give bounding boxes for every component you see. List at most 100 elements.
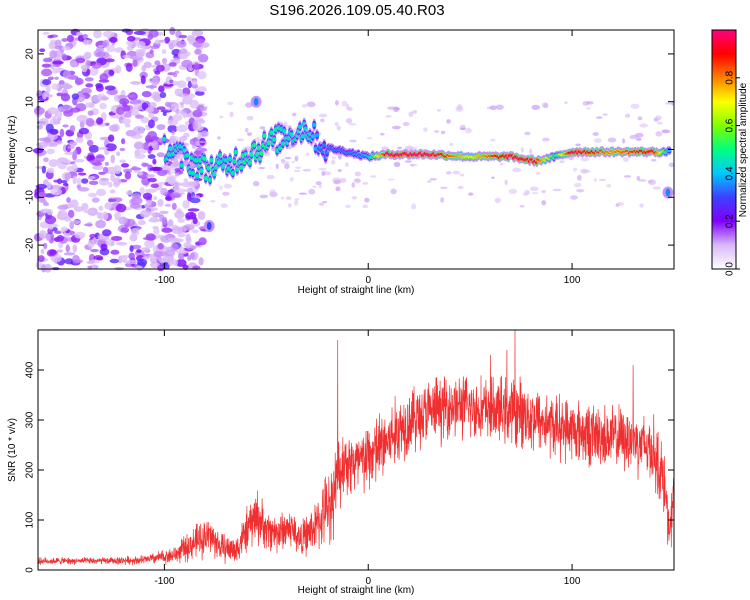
- spectrogram-ridge-mark: [297, 124, 302, 129]
- spectrogram-noise-mark: [65, 244, 70, 253]
- spectrogram-ridge-mark: [190, 171, 195, 175]
- spectrogram-noise-mark: [99, 73, 109, 82]
- spectrogram-noise-mark: [57, 204, 69, 210]
- spectrogram-noise-mark: [38, 118, 49, 126]
- spectrogram-halo-mark: [392, 125, 401, 130]
- spectrogram-halo-mark: [519, 204, 525, 208]
- spectrogram-noise-mark: [33, 106, 45, 115]
- spectrogram-noise-mark: [70, 60, 78, 68]
- spectrogram-noise-mark: [44, 215, 57, 225]
- spectrogram-noise-mark: [88, 144, 99, 153]
- spectrogram-noise-mark: [62, 104, 70, 110]
- spectrogram-halo-mark: [635, 137, 642, 141]
- spectrogram-halo-mark: [387, 178, 395, 181]
- spectrogram-halo-mark: [280, 196, 285, 200]
- spectrogram-halo-mark: [345, 118, 353, 124]
- spectrogram-halo-mark: [183, 132, 190, 138]
- spectrogram-halo-mark: [223, 183, 233, 189]
- spectrogram-noise-mark: [134, 114, 145, 119]
- spectrogram-noise-mark: [84, 223, 93, 227]
- spectrogram-halo-mark: [244, 127, 249, 133]
- spectrogram-noise-mark: [183, 178, 189, 183]
- spectrogram-noise-mark: [69, 141, 78, 147]
- spectrogram-noise-mark: [151, 207, 159, 211]
- spectrogram-noise-mark: [71, 93, 80, 100]
- spectrogram-halo-mark: [575, 143, 581, 147]
- spectrogram-noise-mark: [56, 92, 64, 97]
- spectrogram-noise-mark: [59, 128, 65, 138]
- spectrogram-noise-mark: [42, 92, 47, 100]
- spectrogram-halo-mark: [252, 180, 260, 187]
- spectrogram-noise-mark: [77, 34, 84, 42]
- spectrogram-noise-mark: [54, 76, 59, 80]
- spectrogram-noise-mark: [48, 249, 57, 256]
- spectrogram-ridge-mark: [228, 157, 233, 161]
- spectrogram-noise-mark: [54, 39, 62, 48]
- spectrogram-halo-mark: [381, 146, 389, 150]
- spectrogram-halo-mark: [623, 175, 632, 178]
- spectrogram-noise-mark: [106, 44, 116, 53]
- spectrogram-noise-mark: [97, 44, 104, 48]
- spectrogram-noise-mark: [124, 171, 132, 180]
- spectrogram-ytick-label: -10: [25, 190, 36, 205]
- spectrogram-noise-mark: [50, 253, 62, 263]
- spectrogram-noise-mark: [61, 38, 68, 42]
- spectrogram-halo-mark: [541, 200, 547, 206]
- spectrogram-noise-mark: [54, 110, 63, 119]
- spectrogram-noise-mark: [50, 188, 62, 196]
- spectrogram-noise-mark: [134, 153, 146, 159]
- spectrogram-noise-mark: [140, 148, 147, 154]
- spectrogram-ridge-mark: [230, 171, 235, 175]
- spectrogram-halo-mark: [542, 137, 550, 142]
- spectrogram-halo-mark: [289, 177, 294, 182]
- spectrogram-noise-mark: [40, 68, 53, 77]
- spectrogram-noise-mark: [109, 115, 121, 119]
- spectrogram-noise-mark: [90, 95, 102, 103]
- spectrogram-halo-mark: [269, 189, 276, 195]
- spectrogram-ridge-mark: [195, 174, 200, 178]
- spectrogram-ridge-mark: [179, 163, 184, 167]
- spectrogram-noise-mark: [89, 66, 99, 76]
- spectrogram-noise-mark: [169, 79, 174, 84]
- snr-ytick-label: 200: [25, 461, 36, 478]
- spectrogram-halo-mark: [354, 171, 362, 177]
- snr-series-line: [37, 329, 675, 566]
- colorbar-tick-label: 0.8: [725, 70, 736, 84]
- spectrogram-noise-mark: [77, 187, 90, 192]
- spectrogram-noise-mark: [145, 174, 155, 178]
- spectrogram-halo-mark: [656, 121, 663, 125]
- spectrogram-halo-mark: [337, 168, 342, 173]
- spectrogram-ytick-label: 20: [25, 48, 36, 60]
- spectrogram-halo-mark: [602, 113, 608, 116]
- spectrogram-noise-mark: [66, 197, 71, 203]
- spectrogram-noise-mark: [56, 249, 64, 253]
- spectrogram-noise-mark: [37, 255, 45, 263]
- spectrogram-ridge-mark: [249, 152, 254, 157]
- spectrogram-noise-mark: [38, 137, 51, 142]
- spectrogram-halo-mark: [404, 160, 413, 163]
- spectrogram-noise-mark: [76, 177, 82, 186]
- spectrogram-halo-mark: [465, 127, 472, 134]
- spectrogram-noise-mark: [177, 218, 185, 223]
- spectrogram-noise-mark: [163, 250, 176, 257]
- spectrogram-noise-mark: [64, 151, 76, 155]
- spectrogram-noise-mark: [161, 49, 167, 55]
- spectrogram-halo-mark: [197, 140, 207, 144]
- spectrogram-xtick-label: -100: [154, 275, 174, 286]
- spectrogram-noise-mark: [152, 196, 158, 201]
- spectrogram-noise-mark: [69, 220, 75, 230]
- spectrogram-ridge-mark: [310, 134, 315, 139]
- spectrogram-noise-mark: [120, 227, 128, 233]
- spectrogram-noise-mark: [153, 251, 164, 258]
- spectrogram-halo-mark: [298, 192, 308, 195]
- spectrogram-noise-mark: [72, 175, 77, 185]
- spectrogram-noise-mark: [126, 40, 134, 46]
- spectrogram-noise-mark: [171, 202, 177, 211]
- spectrogram-halo-mark: [651, 158, 657, 162]
- spectrogram-noise-mark: [93, 29, 102, 39]
- spectrogram-ridge-mark: [223, 158, 228, 162]
- spectrogram-noise-mark: [156, 106, 166, 111]
- spectrogram-noise-mark: [164, 36, 171, 44]
- spectrogram-noise-mark: [172, 238, 184, 243]
- spectrogram-noise-mark: [126, 94, 137, 98]
